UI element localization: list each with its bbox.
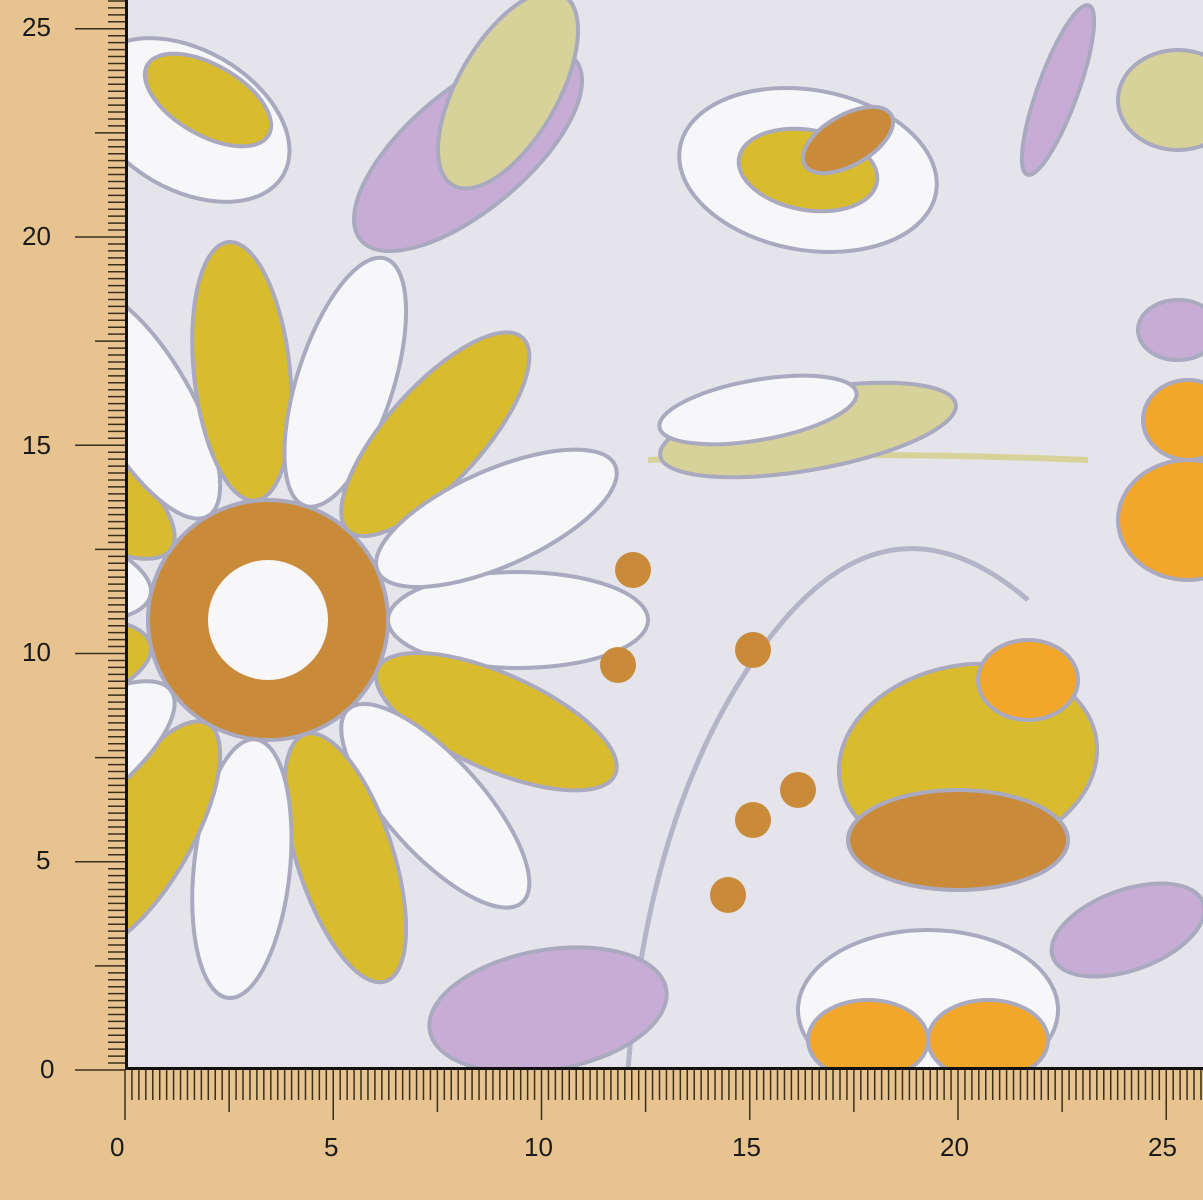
- vertical-ruler: [75, 0, 125, 1071]
- sequin-berry: [735, 632, 771, 668]
- sequin-petal: [1049, 881, 1203, 979]
- sequin-petal: [1116, 458, 1203, 582]
- h-label-20: 20: [940, 1132, 969, 1162]
- sequin-petal: [657, 373, 859, 447]
- h-label-0: 0: [110, 1132, 125, 1162]
- embroidered-flowers: [128, 0, 1203, 1067]
- sequin-petal: [976, 638, 1080, 722]
- v-label-0: 0: [40, 1054, 55, 1084]
- sequin-petal: [926, 998, 1050, 1067]
- h-label-15: 15: [732, 1132, 761, 1162]
- v-label-10: 10: [22, 637, 51, 667]
- sequin-petal: [806, 998, 930, 1067]
- sequin-petal: [1136, 298, 1203, 362]
- sequin-petal: [427, 945, 669, 1067]
- fabric-photo: [125, 0, 1203, 1070]
- sequin-petal: [846, 788, 1070, 892]
- sequin-berry: [780, 772, 816, 808]
- sequin-petal: [800, 104, 896, 176]
- v-label-15: 15: [22, 430, 51, 460]
- sequin-berry: [735, 802, 771, 838]
- h-label-5: 5: [324, 1132, 339, 1162]
- horizontal-ruler: [124, 1070, 1202, 1120]
- sequin-petal: [1116, 48, 1203, 152]
- sequin-berry: [615, 552, 651, 588]
- sequin-berry: [710, 877, 746, 913]
- sequin-petal: [1141, 378, 1203, 462]
- sequin-petal: [436, 0, 580, 191]
- v-label-5: 5: [36, 845, 51, 875]
- sequin-petal: [142, 51, 274, 149]
- v-label-20: 20: [22, 221, 51, 251]
- flower-center-inner: [208, 560, 328, 680]
- v-label-25: 25: [22, 12, 51, 42]
- sequin-berry: [600, 647, 636, 683]
- h-label-25: 25: [1148, 1132, 1177, 1162]
- h-label-10: 10: [524, 1132, 553, 1162]
- sequin-petal: [1019, 3, 1097, 177]
